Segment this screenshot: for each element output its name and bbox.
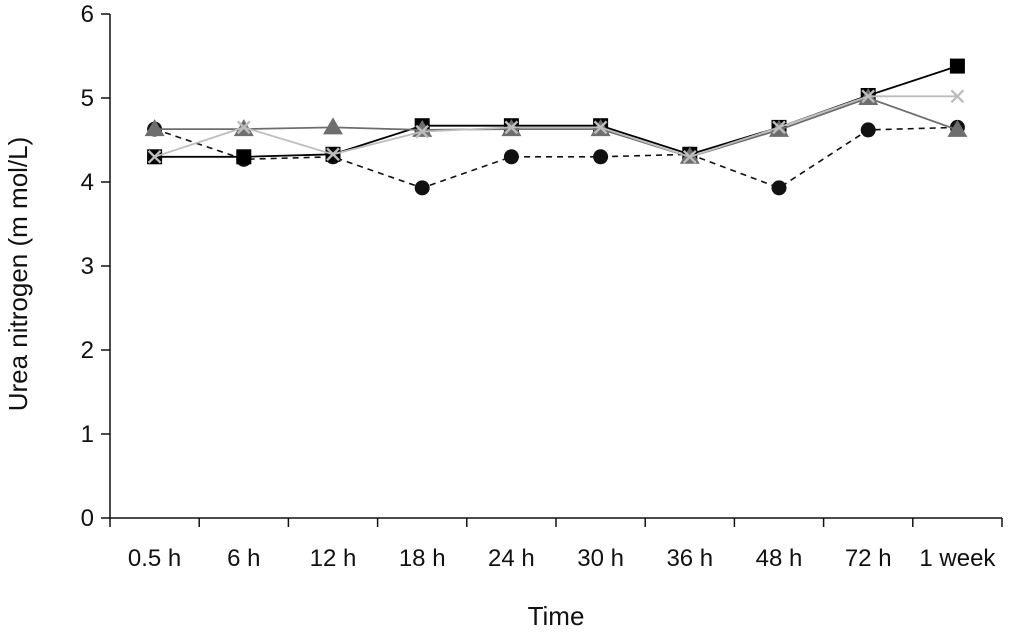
x-tick-label: 1 week xyxy=(919,545,996,572)
data-point-circle xyxy=(503,149,519,165)
x-tick-label: 24 h xyxy=(488,545,535,572)
x-tick-label: 48 h xyxy=(756,545,803,572)
data-point-x xyxy=(326,147,340,162)
data-point-x xyxy=(593,120,608,135)
data-point-x xyxy=(772,120,786,135)
series-circle xyxy=(147,119,965,196)
data-point-x xyxy=(147,149,162,164)
data-point-x xyxy=(504,120,519,135)
x-ticks: 0.5 h 6 h 12 h 18 h 24 h 30 h 36 h 48 h 72 h 1 we… xyxy=(109,518,1003,572)
y-tick-label: 2 xyxy=(81,337,94,364)
data-point-x xyxy=(236,120,251,135)
x-tick-label: 36 h xyxy=(666,545,713,572)
series-x xyxy=(147,89,965,164)
x-tick-label: 72 h xyxy=(845,545,892,572)
data-point-square xyxy=(236,149,252,165)
x-tick-label: 6 h xyxy=(227,545,260,572)
data-point-triangle xyxy=(947,119,968,137)
y-tick-label: 1 xyxy=(81,421,94,448)
x-tick-label: 12 h xyxy=(310,545,357,572)
x-tick-label: 0.5 h xyxy=(128,545,181,572)
data-point-triangle xyxy=(323,117,343,135)
x-tick-label: 30 h xyxy=(577,545,624,572)
data-point-circle xyxy=(414,180,430,196)
series-line-x xyxy=(154,95,958,158)
x-axis-title: Time xyxy=(528,601,585,631)
series-layer xyxy=(144,58,968,196)
data-point-x xyxy=(950,89,965,104)
data-point-circle xyxy=(771,180,787,196)
y-tick-label: 4 xyxy=(81,169,94,196)
y-tick-label: 5 xyxy=(81,85,94,112)
y-axis-title: Urea nitrogen (m mol/L) xyxy=(3,137,33,412)
x-tick-label: 18 h xyxy=(399,545,446,572)
series-line-triangle xyxy=(154,97,958,158)
data-point-square xyxy=(949,58,965,74)
data-point-x xyxy=(682,149,697,164)
data-point-x xyxy=(415,124,430,139)
data-point-circle xyxy=(860,122,876,138)
data-point-x xyxy=(861,89,876,104)
y-tick-label: 0 xyxy=(81,505,94,532)
y-tick-label: 6 xyxy=(81,1,94,28)
y-tick-label: 3 xyxy=(81,253,94,280)
series-square xyxy=(147,58,965,165)
y-ticks: 0 1 2 3 4 5 6 xyxy=(81,1,110,532)
series-line-square xyxy=(154,65,958,158)
data-point-circle xyxy=(593,149,609,165)
data-point-triangle xyxy=(144,119,165,137)
